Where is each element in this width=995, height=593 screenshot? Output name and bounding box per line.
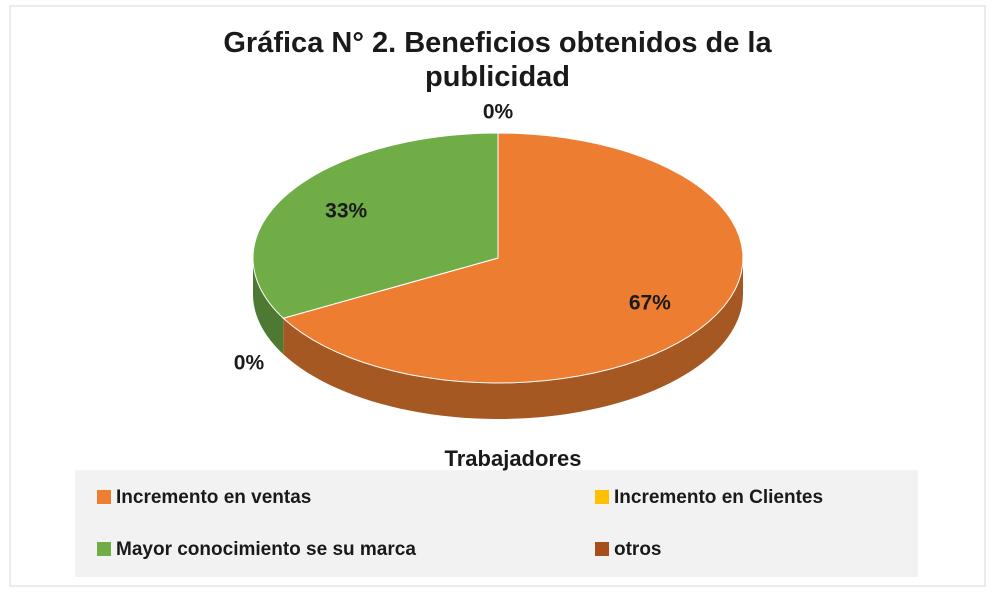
- slice-side: [253, 258, 284, 355]
- slice-side: [283, 258, 743, 419]
- data-label: 67%: [629, 291, 671, 314]
- legend-label: Incremento en ventas: [116, 487, 311, 508]
- data-label: 0%: [234, 351, 265, 374]
- data-label: 33%: [325, 200, 367, 223]
- legend-swatch: [595, 490, 609, 504]
- legend-label: Mayor conocimiento se su marca: [116, 539, 416, 560]
- legend-label: Incremento en Clientes: [614, 487, 823, 508]
- slice: [282, 132, 744, 384]
- chart-title: Gráfica N° 2. Beneficios obtenidos de la…: [223, 27, 772, 93]
- legend-label: otros: [614, 539, 662, 560]
- slice: [252, 132, 499, 319]
- legend-swatch: [595, 542, 609, 556]
- legend-swatch: [97, 542, 111, 556]
- data-label: 0%: [483, 101, 514, 124]
- legend-box: [75, 470, 918, 577]
- legend-swatch: [97, 490, 111, 504]
- series-name: Trabajadores: [445, 446, 582, 471]
